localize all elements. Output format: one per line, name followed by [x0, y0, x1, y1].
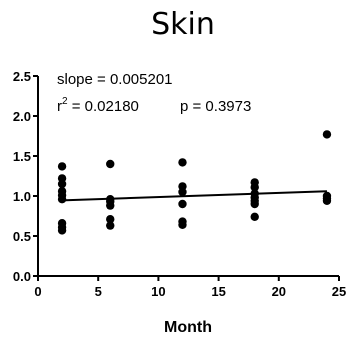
y-tick-label: 0.0 — [13, 269, 31, 284]
data-point — [106, 201, 115, 210]
x-tick-label: 5 — [95, 284, 102, 299]
data-point — [178, 199, 187, 209]
x-tick-label: 10 — [151, 284, 165, 299]
chart-title: Skin — [151, 7, 215, 42]
y-tick-label: 2.5 — [13, 69, 31, 84]
data-point — [57, 179, 67, 189]
x-tick-label: 25 — [332, 284, 346, 299]
x-tick-label: 15 — [211, 284, 225, 299]
x-tick-label: 0 — [34, 284, 41, 299]
regression-line — [62, 190, 327, 202]
regression-line-segment — [62, 190, 327, 202]
data-point — [57, 226, 67, 235]
data-point — [250, 199, 259, 209]
data-point — [57, 195, 67, 204]
slope-annotation: slope = 0.005201 — [57, 71, 173, 88]
y-tick-label: 1.5 — [13, 149, 31, 164]
data-point — [250, 183, 259, 192]
data-point — [106, 215, 115, 224]
data-point — [57, 162, 67, 171]
p-value-annotation: p = 0.3973 — [180, 98, 251, 115]
data-points — [57, 130, 332, 235]
axes: 0 5 10 15 20 25 0.0 0.5 1.0 1.5 2.0 2.5 — [13, 69, 346, 299]
r2-exponent: 2 — [62, 96, 68, 107]
data-point — [178, 158, 187, 167]
data-point — [106, 221, 115, 230]
r2-prefix: r — [57, 98, 62, 115]
r2-value: = 0.02180 — [68, 98, 139, 115]
data-point — [250, 212, 259, 221]
r2-annotation: r2 = 0.02180 — [57, 96, 139, 115]
y-tick-label: 0.5 — [13, 229, 31, 244]
data-point — [178, 220, 187, 229]
data-point — [178, 187, 187, 197]
x-tick-label: 20 — [272, 284, 286, 299]
data-point — [322, 130, 332, 139]
y-tick-label: 2.0 — [13, 109, 31, 124]
y-tick-label: 1.0 — [13, 189, 31, 204]
x-axis-label: Month — [164, 319, 212, 336]
data-point — [322, 196, 332, 205]
data-point — [106, 159, 115, 169]
